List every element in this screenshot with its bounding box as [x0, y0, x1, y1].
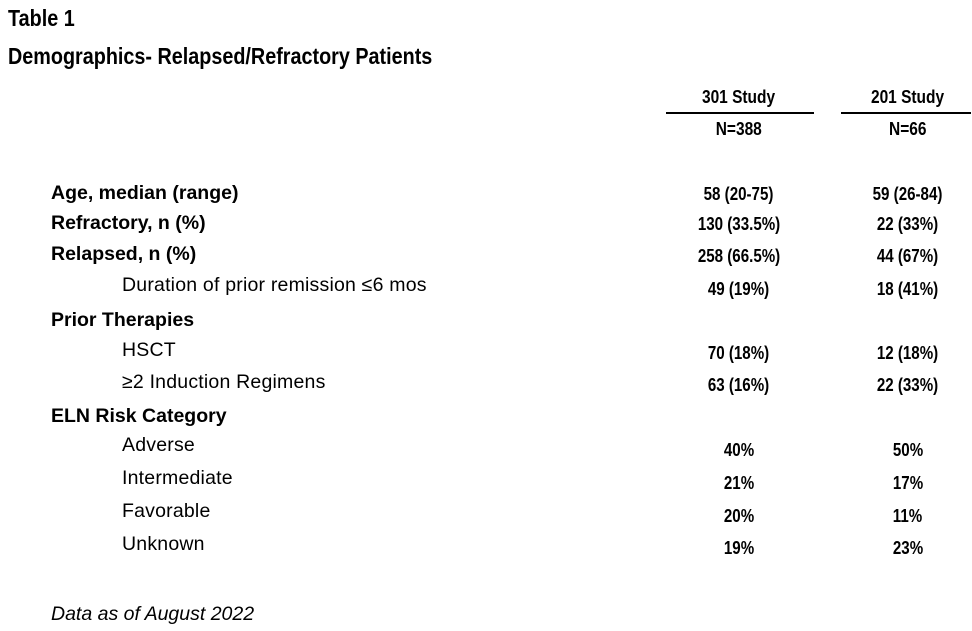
cell-age-301: 58 (20-75): [704, 184, 774, 204]
footnote-data-date: Data as of August 2022: [51, 603, 255, 625]
row-label-unknown: Unknown: [122, 533, 205, 555]
column-header-rule-201: [841, 112, 971, 114]
cell-relapsed-201: 44 (67%): [877, 246, 939, 266]
cell-favorable-301: 20%: [723, 506, 755, 526]
table-title: Demographics- Relapsed/Refractory Patien…: [8, 43, 433, 69]
column-header-rule-301: [666, 112, 814, 114]
row-label-relapsed: Relapsed, n (%): [51, 243, 197, 265]
row-label-hsct: HSCT: [122, 339, 176, 361]
column-header-301-study: 301 Study: [702, 87, 776, 107]
row-label-adverse: Adverse: [122, 434, 195, 456]
column-n-301-study: N=388: [715, 119, 763, 139]
table-number: Table 1: [8, 5, 75, 31]
row-label-prior-therapies: Prior Therapies: [51, 309, 195, 331]
cell-induction-201: 22 (33%): [877, 375, 939, 395]
cell-age-201: 59 (26-84): [873, 184, 943, 204]
cell-duration-201: 18 (41%): [877, 279, 939, 299]
cell-induction-301: 63 (16%): [708, 375, 770, 395]
cell-relapsed-301: 258 (66.5%): [697, 246, 781, 266]
row-label-induction-regimens: ≥2 Induction Regimens: [122, 371, 326, 393]
cell-intermediate-301: 21%: [723, 473, 755, 493]
row-label-intermediate: Intermediate: [122, 467, 233, 489]
column-header-201-study: 201 Study: [871, 87, 945, 107]
cell-adverse-201: 50%: [892, 440, 924, 460]
cell-refractory-301: 130 (33.5%): [697, 214, 781, 234]
cell-hsct-201: 12 (18%): [877, 343, 939, 363]
row-label-refractory: Refractory, n (%): [51, 212, 206, 234]
row-label-age: Age, median (range): [51, 182, 239, 204]
cell-refractory-201: 22 (33%): [877, 214, 939, 234]
cell-intermediate-201: 17%: [892, 473, 924, 493]
cell-hsct-301: 70 (18%): [708, 343, 770, 363]
cell-unknown-201: 23%: [892, 538, 924, 558]
cell-unknown-301: 19%: [723, 538, 755, 558]
cell-favorable-201: 11%: [893, 506, 923, 526]
row-label-eln-risk-category: ELN Risk Category: [51, 405, 227, 427]
row-label-favorable: Favorable: [122, 500, 211, 522]
column-n-201-study: N=66: [889, 119, 927, 139]
cell-adverse-301: 40%: [723, 440, 755, 460]
row-label-duration-prior-remission: Duration of prior remission ≤6 mos: [122, 274, 427, 296]
cell-duration-301: 49 (19%): [708, 279, 770, 299]
